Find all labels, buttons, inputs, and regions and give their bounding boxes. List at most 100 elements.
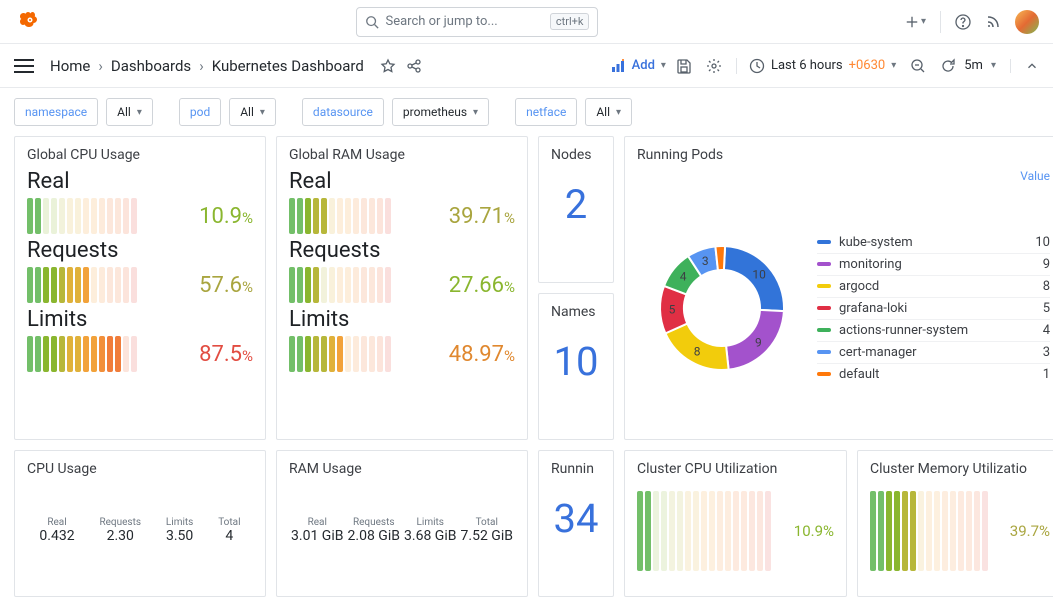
panel-global-ram: Global RAM Usage Real39.71%Requests27.66… xyxy=(276,136,528,440)
chevron-right-icon: › xyxy=(98,57,103,75)
stat-block: Real0.432 xyxy=(39,517,74,544)
add-button[interactable]: Add ▾ xyxy=(610,58,666,74)
panel-title: Names xyxy=(551,304,601,320)
share-icon[interactable] xyxy=(406,58,422,74)
hotkey-badge: ctrl+k xyxy=(550,13,590,30)
gauge-value: 27.66% xyxy=(449,273,515,298)
panel-title: Running Pods xyxy=(637,147,1050,163)
svg-text:5: 5 xyxy=(669,302,676,316)
gauge-label: Limits xyxy=(27,307,253,332)
add-menu-button[interactable]: ▾ xyxy=(905,15,926,29)
star-icon[interactable] xyxy=(380,58,396,74)
avatar[interactable] xyxy=(1015,10,1039,34)
legend-value: 4 xyxy=(1043,323,1050,338)
time-range-picker[interactable]: Last 6 hours +0630 ▾ xyxy=(736,58,896,74)
separator xyxy=(940,11,941,33)
legend-value: 1 xyxy=(1043,367,1050,382)
namespaces-value: 10 xyxy=(551,338,601,385)
nav-menu-button[interactable] xyxy=(14,59,34,73)
time-range-label: Last 6 hours xyxy=(771,58,843,73)
stat-block: Requests2.30 xyxy=(99,517,141,544)
legend-row[interactable]: cert-manager3 xyxy=(817,342,1050,364)
grafana-logo[interactable] xyxy=(14,8,42,36)
legend-name: cert-manager xyxy=(839,345,1043,360)
stat-block: Limits3.50 xyxy=(166,517,193,544)
cluster-cpu-value: 10.9% xyxy=(794,522,834,540)
running-value: 34 xyxy=(551,495,601,542)
gauge-label: Real xyxy=(289,169,515,194)
var-label-datasource: datasource xyxy=(302,98,384,126)
zoom-out-icon[interactable] xyxy=(910,58,926,74)
nodes-value: 2 xyxy=(551,181,601,228)
panel-title: Cluster CPU Utilization xyxy=(637,461,834,477)
legend-row[interactable]: actions-runner-system4 xyxy=(817,320,1050,342)
breadcrumb-home[interactable]: Home xyxy=(50,57,90,75)
var-select-datasource[interactable]: prometheus▾ xyxy=(392,98,489,126)
legend-swatch xyxy=(817,350,831,354)
breadcrumb: Home › Dashboards › Kubernetes Dashboard xyxy=(50,57,364,75)
legend-swatch xyxy=(817,284,831,288)
legend-value: 9 xyxy=(1043,257,1050,272)
collapse-icon[interactable] xyxy=(1010,59,1039,73)
stat-block: Total7.52 GiB xyxy=(461,517,513,544)
panel-title: Runnin xyxy=(551,461,601,477)
legend-row[interactable]: monitoring9 xyxy=(817,254,1050,276)
legend-row[interactable]: argocd8 xyxy=(817,276,1050,298)
legend-header: Value xyxy=(637,169,1050,183)
cluster-mem-value: 39.7% xyxy=(1010,522,1050,540)
refresh-interval[interactable]: 5m xyxy=(964,58,983,73)
panel-cluster-cpu: Cluster CPU Utilization 10.9% xyxy=(624,450,847,597)
breadcrumb-dashboards[interactable]: Dashboards xyxy=(111,57,191,75)
settings-icon[interactable] xyxy=(706,58,722,74)
gauge-value: 48.97% xyxy=(449,342,515,367)
panel-title: Global CPU Usage xyxy=(27,147,253,163)
stat-block: Real3.01 GiB xyxy=(291,517,343,544)
var-select-namespace[interactable]: All▾ xyxy=(106,98,153,126)
panel-running-pods: Running Pods Value 10 9 8 5 4 3 kube-system10… xyxy=(624,136,1053,440)
stat-block: Total4 xyxy=(218,517,240,544)
save-icon[interactable] xyxy=(676,58,692,74)
legend-row[interactable]: default1 xyxy=(817,364,1050,385)
legend-row[interactable]: grafana-loki5 xyxy=(817,298,1050,320)
panel-cpu-usage: CPU Usage Real0.432 Requests2.30 Limits3.5… xyxy=(14,450,266,597)
legend-value: 8 xyxy=(1043,279,1050,294)
legend-value: 10 xyxy=(1035,235,1050,250)
refresh-icon[interactable] xyxy=(940,58,956,74)
search-icon xyxy=(365,15,379,29)
gauge-label: Real xyxy=(27,169,253,194)
gauge-value: 39.71% xyxy=(449,204,515,229)
var-label-pod: pod xyxy=(179,98,221,126)
panel-ram-usage: RAM Usage Real3.01 GiBRequests2.08 GiBLi… xyxy=(276,450,528,597)
panel-running-count: Runnin 34 xyxy=(538,450,614,597)
global-search[interactable]: Search or jump to... ctrl+k xyxy=(356,7,598,37)
legend-name: kube-system xyxy=(839,235,1035,250)
legend-name: default xyxy=(839,367,1043,382)
legend-name: grafana-loki xyxy=(839,301,1043,316)
panel-title: RAM Usage xyxy=(289,461,515,477)
panel-title: CPU Usage xyxy=(27,461,253,477)
var-label-netface: netface xyxy=(515,98,577,126)
legend-value: 3 xyxy=(1043,345,1050,360)
svg-text:3: 3 xyxy=(702,254,709,268)
panel-cluster-mem: Cluster Memory Utilizatio 39.7% xyxy=(857,450,1053,597)
legend-swatch xyxy=(817,328,831,332)
var-select-netface[interactable]: All▾ xyxy=(585,98,632,126)
stat-block: Requests2.08 GiB xyxy=(348,517,400,544)
svg-text:4: 4 xyxy=(680,270,687,284)
legend-swatch xyxy=(817,306,831,310)
help-icon[interactable] xyxy=(955,14,971,30)
panel-nodes: Nodes 2 xyxy=(538,136,614,283)
panel-title: Global RAM Usage xyxy=(289,147,515,163)
legend-row[interactable]: kube-system10 xyxy=(817,232,1050,254)
svg-text:8: 8 xyxy=(694,344,701,358)
timezone-label: +0630 xyxy=(849,58,886,73)
svg-text:9: 9 xyxy=(755,335,762,349)
panel-title: Cluster Memory Utilizatio xyxy=(870,461,1050,477)
panel-global-cpu: Global CPU Usage Real10.9%Requests57.6%L… xyxy=(14,136,266,440)
gauge-value: 57.6% xyxy=(199,273,253,298)
legend-value: 5 xyxy=(1043,301,1050,316)
var-select-pod[interactable]: All▾ xyxy=(229,98,276,126)
legend-swatch xyxy=(817,240,831,244)
rss-icon[interactable] xyxy=(985,14,1001,30)
stat-block: Limits3.68 GiB xyxy=(404,517,456,544)
